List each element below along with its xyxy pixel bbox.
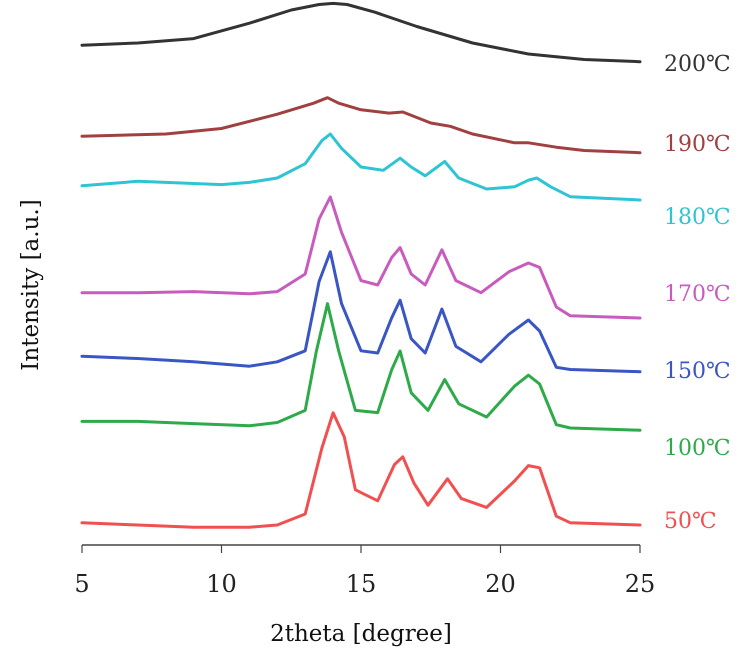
x-ticks-group: 5 10 15 20 25 xyxy=(74,545,655,598)
trace-1 xyxy=(80,96,642,155)
series-labels-group: 200℃ 190℃ 180℃ 170℃ 150℃ 100℃ 50℃ xyxy=(664,52,731,534)
y-axis-title: Intensity [a.u.] xyxy=(18,199,44,370)
trace-4 xyxy=(80,250,642,374)
x-tick-label-1: 10 xyxy=(206,570,237,598)
x-tick-label-2: 15 xyxy=(346,570,377,598)
series-label-5: 100℃ xyxy=(664,436,731,461)
series-label-4: 150℃ xyxy=(664,359,731,384)
x-axis-title: 2theta [degree] xyxy=(270,621,452,647)
x-tick-label-3: 20 xyxy=(485,570,516,598)
traces-group xyxy=(80,1,642,529)
series-label-3: 170℃ xyxy=(664,282,731,307)
series-label-0: 200℃ xyxy=(664,52,731,77)
x-tick-label-0: 5 xyxy=(74,570,89,598)
series-label-1: 190℃ xyxy=(664,132,731,157)
series-label-2: 180℃ xyxy=(664,205,731,230)
trace-2 xyxy=(80,132,642,202)
x-tick-label-4: 25 xyxy=(625,570,656,598)
trace-0 xyxy=(80,1,642,64)
series-label-6: 50℃ xyxy=(664,509,717,534)
trace-3 xyxy=(80,195,642,320)
trace-5 xyxy=(80,302,642,432)
trace-6 xyxy=(80,411,642,529)
